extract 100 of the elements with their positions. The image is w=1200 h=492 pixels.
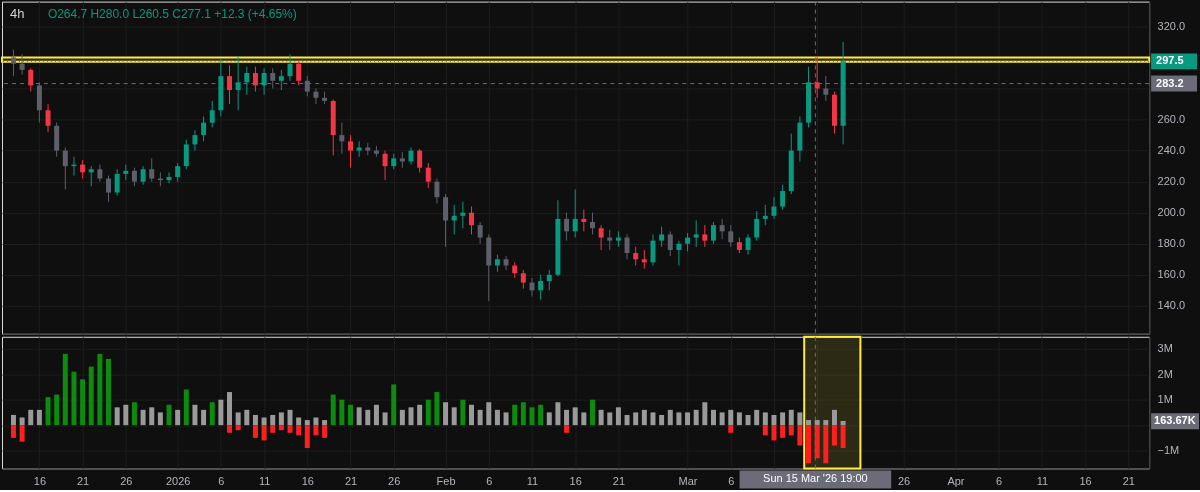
bar bbox=[719, 412, 725, 426]
bar bbox=[149, 407, 155, 426]
x-tick-label: 6 bbox=[486, 474, 493, 487]
bar bbox=[71, 371, 77, 426]
bar bbox=[797, 425, 803, 446]
bar bbox=[391, 384, 397, 426]
chart-title: 4h bbox=[9, 5, 25, 21]
x-tick-label: 26 bbox=[898, 474, 911, 487]
bar bbox=[313, 425, 319, 436]
candlestick bbox=[685, 232, 691, 253]
candlestick bbox=[659, 226, 665, 248]
bar bbox=[477, 409, 483, 426]
candlestick bbox=[460, 201, 466, 229]
candlestick bbox=[814, 55, 820, 99]
candlestick bbox=[633, 246, 639, 266]
candlestick bbox=[278, 69, 284, 91]
bar bbox=[806, 420, 812, 426]
candlestick bbox=[88, 165, 94, 187]
ref-line-label: 297.5 bbox=[1156, 54, 1184, 67]
bar bbox=[339, 399, 345, 426]
bar bbox=[373, 404, 379, 426]
candlestick bbox=[114, 168, 120, 197]
bar bbox=[382, 412, 388, 426]
bar bbox=[97, 353, 103, 426]
bar bbox=[218, 399, 224, 426]
bar bbox=[512, 404, 518, 426]
ref-line-label: Sun 15 Mar '26 19:00 bbox=[763, 472, 868, 485]
candlestick bbox=[28, 67, 34, 93]
bar bbox=[201, 409, 207, 426]
bar bbox=[278, 412, 284, 426]
bar bbox=[572, 407, 578, 426]
bar bbox=[131, 402, 137, 426]
bar bbox=[615, 407, 621, 426]
candlestick bbox=[650, 233, 656, 266]
candlestick bbox=[209, 100, 215, 128]
bar bbox=[399, 409, 405, 426]
y-tick-label: 260.0 bbox=[1157, 113, 1186, 126]
bar bbox=[840, 425, 846, 449]
candlestick bbox=[19, 53, 25, 76]
x-tick-label: 26 bbox=[120, 474, 133, 487]
bar bbox=[88, 366, 94, 426]
candlestick bbox=[823, 75, 829, 102]
y-tick-label: 320.0 bbox=[1157, 19, 1186, 32]
y-tick-label: 220.0 bbox=[1157, 175, 1186, 188]
bar bbox=[313, 417, 319, 426]
bar bbox=[356, 407, 362, 426]
bar bbox=[417, 404, 423, 426]
bar bbox=[123, 404, 129, 426]
bar bbox=[650, 412, 656, 426]
bar bbox=[183, 389, 189, 426]
bar bbox=[28, 409, 34, 426]
bar bbox=[19, 417, 25, 426]
annotation: O264.7 H280.0 L260.5 C277.1 +12.3 (+4.65%) bbox=[47, 6, 297, 21]
bar bbox=[831, 409, 837, 426]
candlestick bbox=[140, 165, 146, 186]
candlestick bbox=[348, 134, 353, 169]
candlestick bbox=[780, 184, 786, 211]
bar bbox=[54, 394, 60, 426]
candlestick bbox=[771, 196, 777, 220]
bar bbox=[736, 412, 742, 426]
x-tick-label: 16 bbox=[1079, 474, 1092, 487]
candlestick bbox=[546, 269, 552, 291]
bar bbox=[762, 425, 768, 436]
candlestick bbox=[745, 233, 751, 256]
bar bbox=[270, 414, 276, 426]
candlestick bbox=[45, 103, 51, 133]
candlestick bbox=[62, 147, 68, 190]
x-tick-label: 11 bbox=[526, 474, 539, 487]
bar bbox=[227, 425, 233, 433]
y-tick-label: 140.0 bbox=[1157, 299, 1186, 312]
y-tick-label: 3M bbox=[1157, 342, 1173, 355]
candlestick bbox=[538, 274, 544, 301]
bar bbox=[780, 412, 786, 426]
x-tick-label: Mar bbox=[678, 474, 698, 487]
x-tick-label: 6 bbox=[996, 474, 1003, 487]
bar bbox=[192, 404, 198, 426]
bar bbox=[278, 425, 284, 431]
candlestick bbox=[356, 140, 362, 158]
bar bbox=[797, 412, 803, 426]
x-tick-label: 16 bbox=[569, 474, 582, 487]
candlestick bbox=[244, 66, 250, 96]
bar bbox=[469, 404, 474, 426]
bar bbox=[788, 409, 794, 426]
x-tick-label: 26 bbox=[388, 474, 401, 487]
bar bbox=[19, 425, 25, 442]
bar bbox=[503, 412, 509, 426]
bar bbox=[710, 409, 716, 426]
candlestick bbox=[80, 159, 86, 180]
bar bbox=[235, 425, 241, 431]
candlestick bbox=[166, 171, 172, 184]
bar bbox=[598, 409, 604, 426]
bar bbox=[564, 425, 570, 433]
bar bbox=[348, 404, 353, 426]
bar bbox=[296, 425, 302, 436]
candlestick bbox=[382, 150, 388, 181]
bar bbox=[494, 409, 500, 426]
y-tick-label: 180.0 bbox=[1157, 237, 1186, 250]
x-tick-label: 21 bbox=[77, 474, 90, 487]
candlestick bbox=[339, 122, 345, 155]
bar bbox=[296, 417, 302, 426]
